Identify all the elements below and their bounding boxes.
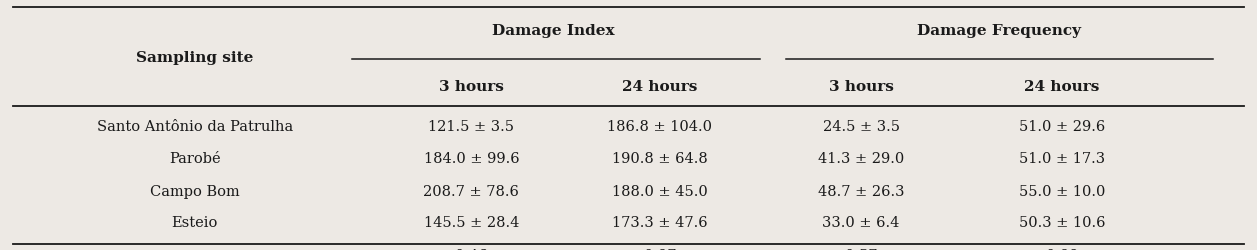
Text: 0.99: 0.99: [1046, 248, 1079, 250]
Text: 3 hours: 3 hours: [439, 79, 504, 93]
Text: 0.57: 0.57: [845, 248, 877, 250]
Text: 0.46: 0.46: [455, 248, 488, 250]
Text: 51.0 ± 17.3: 51.0 ± 17.3: [1019, 152, 1105, 166]
Text: Damage Index: Damage Index: [491, 24, 615, 38]
Text: Campo Bom: Campo Bom: [150, 184, 240, 198]
Text: Damage Frequency: Damage Frequency: [918, 24, 1081, 38]
Text: 48.7 ± 26.3: 48.7 ± 26.3: [818, 184, 904, 198]
Text: 188.0 ± 45.0: 188.0 ± 45.0: [612, 184, 708, 198]
Text: 51.0 ± 29.6: 51.0 ± 29.6: [1019, 119, 1105, 133]
Text: 190.8 ± 64.8: 190.8 ± 64.8: [612, 152, 708, 166]
Text: 184.0 ± 99.6: 184.0 ± 99.6: [424, 152, 519, 166]
Text: Santo Antônio da Patrulha: Santo Antônio da Patrulha: [97, 119, 293, 133]
Text: 24 hours: 24 hours: [1024, 79, 1100, 93]
Text: 50.3 ± 10.6: 50.3 ± 10.6: [1019, 216, 1105, 230]
Text: 121.5 ± 3.5: 121.5 ± 3.5: [429, 119, 514, 133]
Text: 33.0 ± 6.4: 33.0 ± 6.4: [822, 216, 900, 230]
Text: p: p: [190, 248, 200, 250]
Text: 24 hours: 24 hours: [622, 79, 698, 93]
Text: 208.7 ± 78.6: 208.7 ± 78.6: [424, 184, 519, 198]
Text: 41.3 ± 29.0: 41.3 ± 29.0: [818, 152, 904, 166]
Text: 24.5 ± 3.5: 24.5 ± 3.5: [822, 119, 900, 133]
Text: 0.97: 0.97: [644, 248, 676, 250]
Text: 3 hours: 3 hours: [828, 79, 894, 93]
Text: Sampling site: Sampling site: [136, 50, 254, 64]
Text: Esteio: Esteio: [172, 216, 217, 230]
Text: 55.0 ± 10.0: 55.0 ± 10.0: [1019, 184, 1105, 198]
Text: 145.5 ± 28.4: 145.5 ± 28.4: [424, 216, 519, 230]
Text: Parobé: Parobé: [168, 152, 221, 166]
Text: 173.3 ± 47.6: 173.3 ± 47.6: [612, 216, 708, 230]
Text: 186.8 ± 104.0: 186.8 ± 104.0: [607, 119, 713, 133]
